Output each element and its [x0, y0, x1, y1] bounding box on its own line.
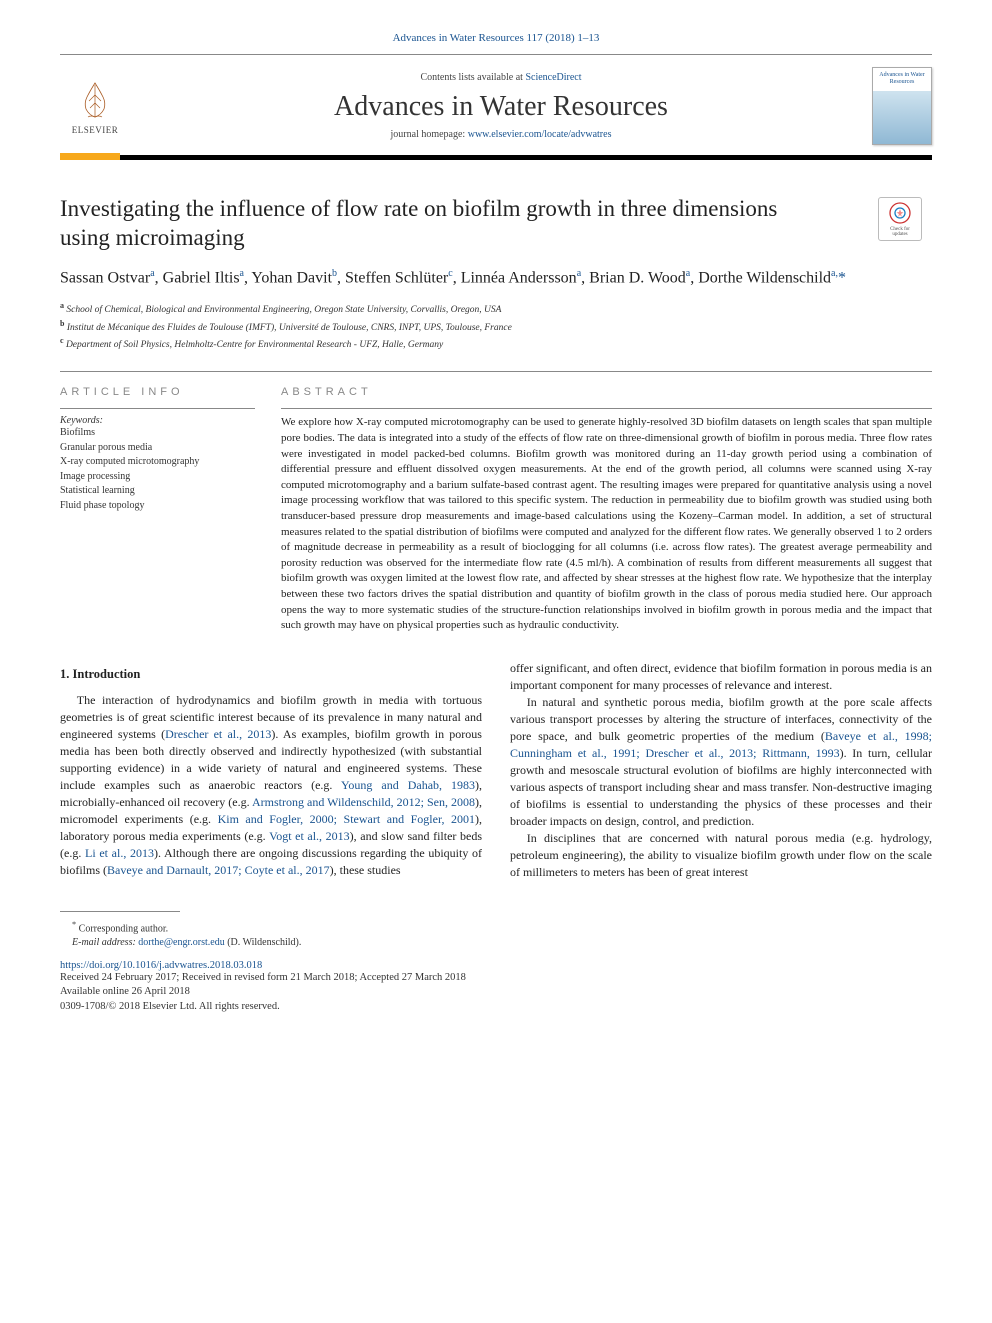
- email-link[interactable]: dorthe@engr.orst.edu: [138, 937, 224, 948]
- keyword-item: X-ray computed microtomography: [60, 455, 255, 470]
- keyword-item: Fluid phase topology: [60, 499, 255, 514]
- affiliation-b: b Institut de Mécanique des Fluides de T…: [60, 318, 932, 336]
- cover-label: Advances in Water Resources: [873, 68, 931, 85]
- journal-header: ELSEVIER Contents lists available at Sci…: [60, 59, 932, 160]
- keywords-list: BiofilmsGranular porous mediaX-ray compu…: [60, 426, 255, 513]
- ref-drescher-2013[interactable]: Drescher et al., 2013: [165, 727, 271, 741]
- ref-young-dahab-1983[interactable]: Young and Dahab, 1983: [341, 778, 475, 792]
- journal-reference: Advances in Water Resources 117 (2018) 1…: [60, 32, 932, 44]
- info-abstract-row: article info Keywords: BiofilmsGranular …: [60, 371, 932, 634]
- footer-rule: [60, 911, 180, 912]
- elsevier-logo[interactable]: ELSEVIER: [60, 69, 130, 144]
- keyword-item: Image processing: [60, 470, 255, 485]
- keyword-item: Granular porous media: [60, 441, 255, 456]
- intro-p3: In natural and synthetic porous media, b…: [510, 694, 932, 830]
- article-info-column: article info Keywords: BiofilmsGranular …: [60, 386, 255, 634]
- history-online: Available online 26 April 2018: [60, 985, 932, 1000]
- corresponding-author-note: * Corresponding author.: [60, 920, 932, 934]
- ref-vogt-2013[interactable]: Vogt et al., 2013: [269, 829, 350, 843]
- ref-armstrong-wildenschild-2012[interactable]: Armstrong and Wildenschild, 2012; Sen, 2…: [252, 795, 475, 809]
- doi-line: https://doi.org/10.1016/j.advwatres.2018…: [60, 960, 932, 971]
- abstract-column: abstract We explore how X-ray computed m…: [281, 386, 932, 634]
- abstract-heading: abstract: [281, 386, 932, 398]
- keyword-item: Statistical learning: [60, 484, 255, 499]
- top-divider: [60, 54, 932, 55]
- accent-bar: [60, 153, 120, 160]
- keywords-label: Keywords:: [60, 408, 255, 426]
- contents-line: Contents lists available at ScienceDirec…: [130, 72, 872, 83]
- article-history: Received 24 February 2017; Received in r…: [60, 971, 932, 1015]
- ref-li-2013[interactable]: Li et al., 2013: [85, 846, 154, 860]
- check-updates-badge[interactable]: Check forupdates: [878, 197, 932, 241]
- affiliation-a: a School of Chemical, Biological and Env…: [60, 300, 932, 318]
- journal-name: Advances in Water Resources: [130, 91, 872, 123]
- ref-kim-fogler-2000[interactable]: Kim and Fogler, 2000; Stewart and Fogler…: [218, 812, 475, 826]
- article-title: Investigating the influence of flow rate…: [60, 194, 820, 253]
- header-center: Contents lists available at ScienceDirec…: [130, 72, 872, 140]
- intro-p4: In disciplines that are concerned with n…: [510, 830, 932, 881]
- contents-prefix: Contents lists available at: [420, 72, 525, 83]
- intro-p1: The interaction of hydrodynamics and bio…: [60, 692, 482, 879]
- sciencedirect-link[interactable]: ScienceDirect: [525, 72, 581, 83]
- history-received: Received 24 February 2017; Received in r…: [60, 971, 932, 986]
- affiliations: a School of Chemical, Biological and Env…: [60, 300, 932, 354]
- intro-p2: offer significant, and often direct, evi…: [510, 660, 932, 694]
- homepage-prefix: journal homepage:: [391, 129, 468, 140]
- doi-link[interactable]: https://doi.org/10.1016/j.advwatres.2018…: [60, 960, 262, 971]
- ref-baveye-darnault-2017[interactable]: Baveye and Darnault, 2017; Coyte et al.,…: [107, 863, 330, 877]
- intro-heading: 1. Introduction: [60, 666, 482, 684]
- article-info-heading: article info: [60, 386, 255, 398]
- check-updates-text: Check forupdates: [890, 227, 910, 237]
- homepage-line: journal homepage: www.elsevier.com/locat…: [130, 129, 872, 140]
- homepage-link[interactable]: www.elsevier.com/locate/advwatres: [468, 129, 612, 140]
- affiliation-c: c Department of Soil Physics, Helmholtz-…: [60, 335, 932, 353]
- elsevier-tree-icon: [72, 77, 118, 123]
- copyright: 0309-1708/© 2018 Elsevier Ltd. All right…: [60, 1000, 932, 1015]
- keyword-item: Biofilms: [60, 426, 255, 441]
- check-updates-icon: [888, 201, 912, 225]
- journal-cover-thumbnail[interactable]: Advances in Water Resources: [872, 67, 932, 145]
- author-list: Sassan Ostvara, Gabriel Iltisa, Yohan Da…: [60, 267, 932, 290]
- publisher-name: ELSEVIER: [72, 125, 119, 135]
- corresponding-email: E-mail address: dorthe@engr.orst.edu (D.…: [60, 937, 932, 948]
- body-text: 1. Introduction The interaction of hydro…: [60, 660, 932, 881]
- abstract-text: We explore how X-ray computed microtomog…: [281, 408, 932, 634]
